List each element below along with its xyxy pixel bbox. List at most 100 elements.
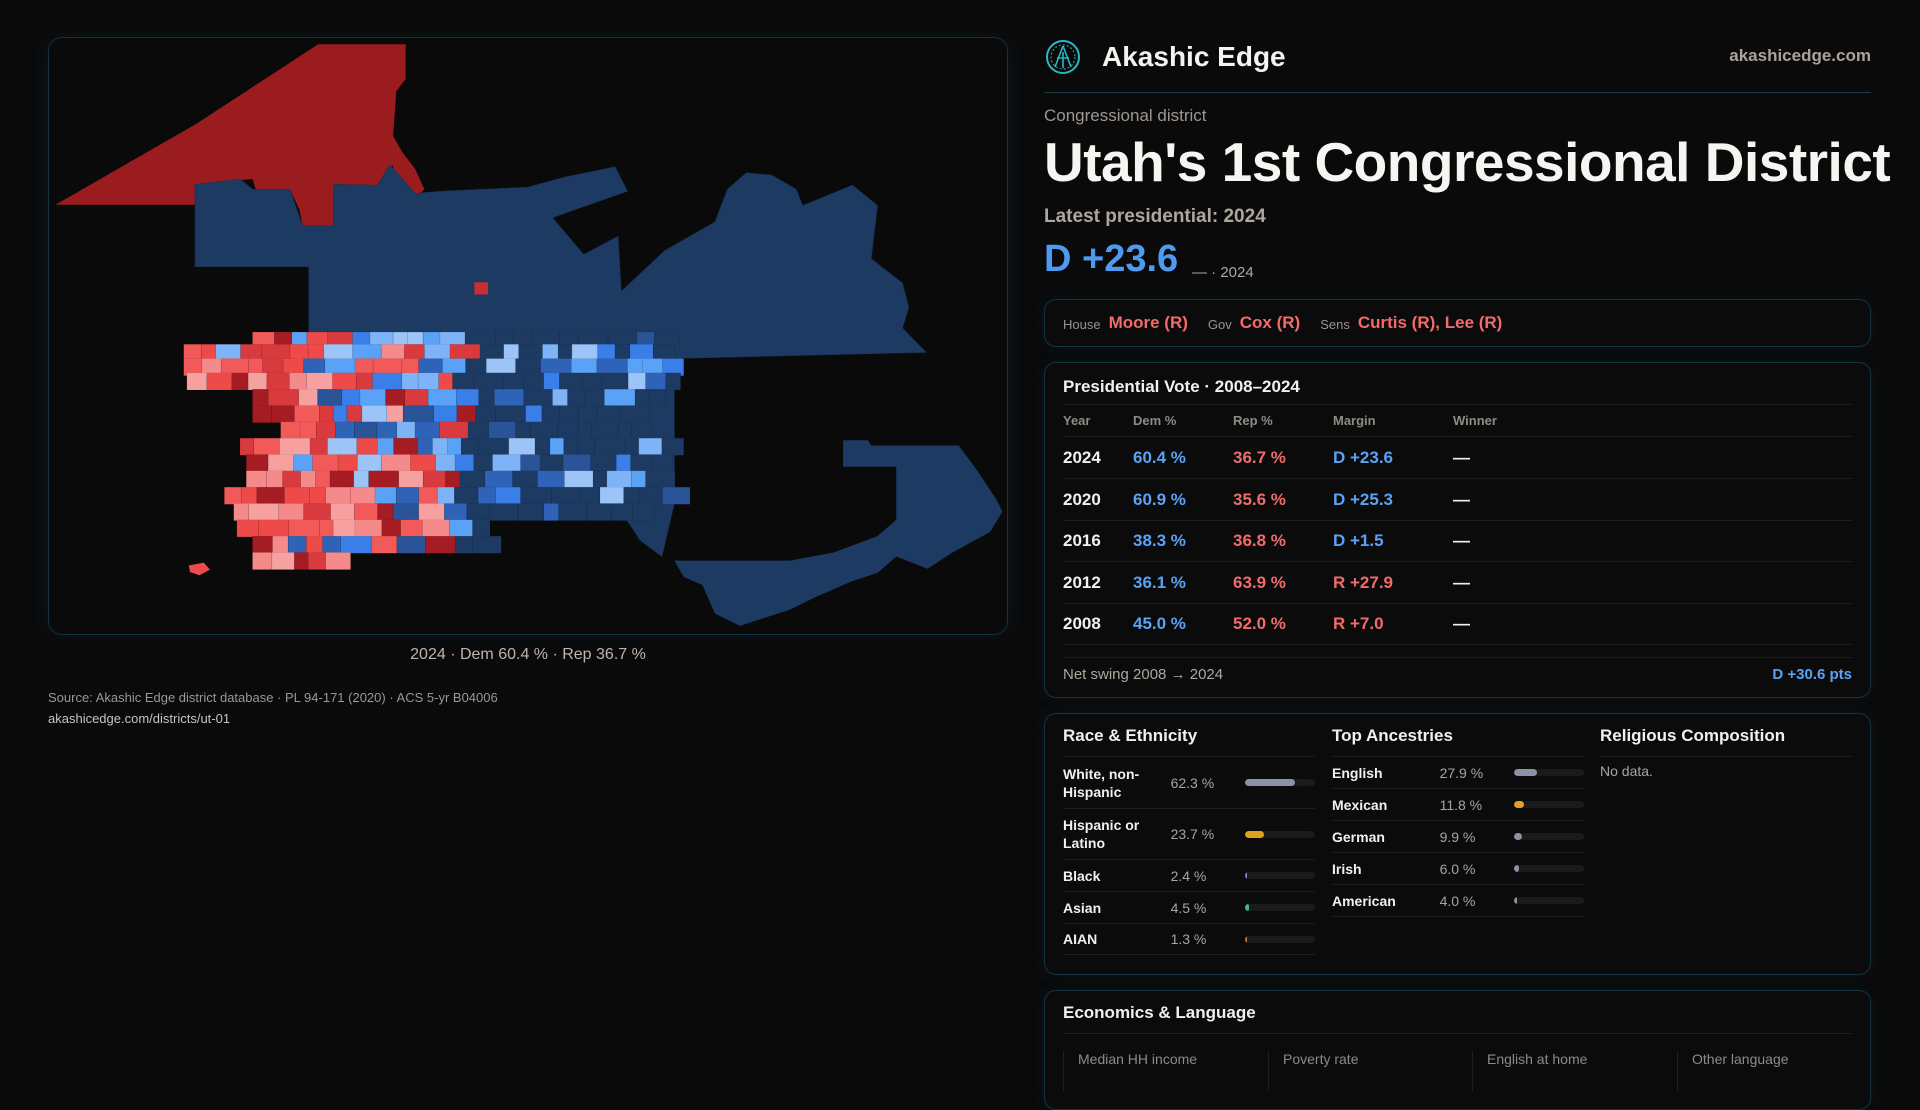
precinct[interactable]: [444, 503, 468, 521]
precinct[interactable]: [410, 454, 436, 472]
precinct[interactable]: [395, 486, 420, 505]
column-header[interactable]: Year: [1063, 413, 1091, 428]
precinct[interactable]: [258, 519, 290, 538]
precinct[interactable]: [385, 388, 406, 407]
precinct[interactable]: [525, 405, 543, 423]
precinct[interactable]: [624, 437, 640, 456]
precinct[interactable]: [422, 519, 450, 538]
precinct[interactable]: [433, 405, 458, 423]
precinct[interactable]: [272, 535, 289, 554]
precinct[interactable]: [508, 437, 536, 456]
precinct[interactable]: [361, 405, 388, 423]
precinct[interactable]: [606, 470, 632, 489]
precinct[interactable]: [534, 437, 551, 456]
precinct[interactable]: [327, 437, 358, 456]
precinct[interactable]: [231, 372, 249, 391]
precinct-region-southeast[interactable]: [674, 440, 1003, 626]
precinct[interactable]: [445, 470, 461, 489]
precinct[interactable]: [206, 372, 233, 391]
precinct[interactable]: [332, 372, 357, 391]
precinct[interactable]: [466, 503, 491, 521]
precinct[interactable]: [645, 372, 666, 391]
precinct[interactable]: [579, 486, 601, 505]
precinct[interactable]: [530, 421, 558, 440]
precinct[interactable]: [271, 552, 295, 570]
precinct[interactable]: [475, 405, 496, 423]
precinct[interactable]: [252, 388, 269, 407]
precinct[interactable]: [630, 470, 646, 489]
column-header[interactable]: Winner: [1453, 413, 1497, 428]
precinct[interactable]: [377, 503, 394, 521]
precinct[interactable]: [578, 405, 598, 423]
precinct[interactable]: [309, 437, 328, 456]
precinct[interactable]: [478, 437, 510, 456]
precinct[interactable]: [386, 405, 404, 423]
site-link[interactable]: akashicedge.com: [1729, 46, 1871, 65]
precinct[interactable]: [354, 503, 378, 521]
precinct[interactable]: [634, 388, 650, 407]
precinct[interactable]: [325, 486, 351, 505]
precinct[interactable]: [252, 552, 273, 570]
precinct[interactable]: [376, 421, 398, 440]
precinct[interactable]: [417, 437, 433, 456]
precinct[interactable]: [294, 405, 320, 423]
precinct[interactable]: [539, 454, 564, 472]
precinct[interactable]: [417, 372, 440, 391]
precinct-region-northwest[interactable]: [55, 44, 425, 226]
precinct-map[interactable]: [40, 30, 1020, 670]
precinct[interactable]: [439, 421, 469, 440]
precinct[interactable]: [586, 503, 612, 521]
precinct[interactable]: [649, 388, 666, 407]
precinct[interactable]: [359, 388, 386, 407]
precinct[interactable]: [188, 562, 210, 576]
precinct[interactable]: [245, 470, 267, 489]
precinct[interactable]: [623, 486, 641, 505]
precinct[interactable]: [630, 454, 653, 472]
precinct[interactable]: [340, 535, 372, 554]
column-header[interactable]: Dem %: [1133, 413, 1177, 428]
precinct[interactable]: [247, 372, 268, 391]
precinct[interactable]: [550, 486, 580, 505]
precinct[interactable]: [280, 421, 301, 440]
precinct[interactable]: [393, 437, 418, 456]
precinct[interactable]: [374, 486, 397, 505]
precinct[interactable]: [543, 372, 560, 391]
precinct[interactable]: [582, 372, 603, 391]
precinct[interactable]: [652, 454, 673, 472]
precinct[interactable]: [477, 486, 496, 505]
precinct[interactable]: [236, 519, 260, 538]
precinct[interactable]: [319, 405, 334, 423]
precinct[interactable]: [456, 405, 476, 423]
column-header[interactable]: Rep %: [1233, 413, 1273, 428]
precinct[interactable]: [665, 372, 681, 391]
precinct[interactable]: [329, 470, 355, 489]
precinct[interactable]: [288, 519, 320, 538]
precinct[interactable]: [460, 437, 480, 456]
precinct[interactable]: [495, 486, 521, 505]
district-url[interactable]: akashicedge.com/districts/ut-01: [48, 711, 231, 726]
precinct[interactable]: [289, 372, 307, 391]
precinct[interactable]: [591, 421, 619, 440]
precinct[interactable]: [478, 388, 495, 407]
precinct[interactable]: [662, 486, 691, 505]
precinct[interactable]: [372, 372, 403, 391]
precinct[interactable]: [592, 470, 608, 489]
precinct[interactable]: [325, 552, 351, 570]
precinct[interactable]: [418, 503, 445, 521]
precinct[interactable]: [309, 486, 326, 505]
precinct[interactable]: [312, 454, 339, 472]
precinct[interactable]: [418, 486, 438, 505]
precinct[interactable]: [523, 372, 545, 391]
precinct[interactable]: [459, 470, 486, 489]
precinct[interactable]: [239, 437, 255, 456]
precinct[interactable]: [356, 437, 378, 456]
precinct[interactable]: [489, 503, 519, 521]
precinct[interactable]: [256, 486, 285, 505]
precinct[interactable]: [552, 388, 568, 407]
precinct[interactable]: [449, 519, 473, 538]
precinct[interactable]: [303, 503, 331, 521]
precinct[interactable]: [380, 454, 411, 472]
precinct[interactable]: [398, 470, 424, 489]
precinct[interactable]: [346, 405, 363, 423]
precinct[interactable]: [299, 421, 317, 440]
